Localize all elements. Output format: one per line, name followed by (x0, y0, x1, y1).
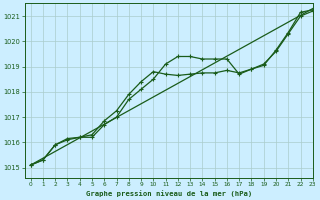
X-axis label: Graphe pression niveau de la mer (hPa): Graphe pression niveau de la mer (hPa) (85, 190, 252, 197)
